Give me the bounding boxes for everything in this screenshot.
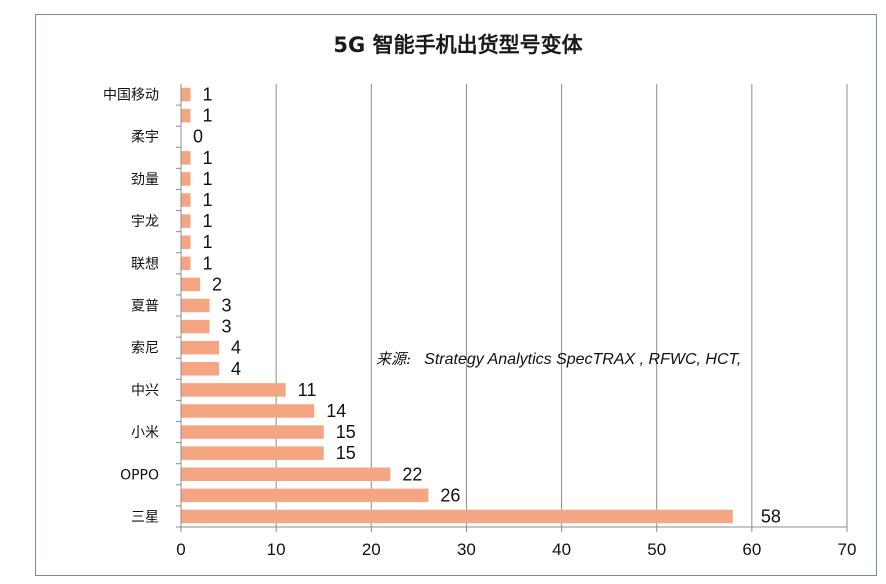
bar xyxy=(181,404,315,418)
bar xyxy=(181,467,391,482)
data-label: 1 xyxy=(203,85,213,105)
data-label: 1 xyxy=(203,253,213,273)
data-label: 2 xyxy=(212,274,222,294)
x-tick-label: 50 xyxy=(647,540,666,559)
y-tick-label: 联想 xyxy=(131,256,159,272)
data-label: 1 xyxy=(203,211,213,231)
source-text: Strategy Analytics SpecTRAX , RFWC, HCT, xyxy=(424,351,741,368)
y-tick-label: 中兴 xyxy=(131,383,159,399)
data-label: 1 xyxy=(203,169,213,189)
x-tick-label: 20 xyxy=(362,540,381,559)
bar xyxy=(181,214,191,228)
source-label: 来源: xyxy=(376,350,411,368)
data-label: 15 xyxy=(336,443,356,463)
data-label: 15 xyxy=(336,422,356,442)
bar xyxy=(181,509,733,524)
bar xyxy=(181,488,429,503)
data-label: 1 xyxy=(203,148,213,168)
data-label: 22 xyxy=(402,464,422,484)
data-label: 1 xyxy=(203,190,213,210)
bar xyxy=(181,340,220,355)
bar xyxy=(181,193,191,207)
data-label: 14 xyxy=(326,401,346,421)
y-tick-label: 三星 xyxy=(131,509,159,525)
x-tick-label: 0 xyxy=(176,540,185,559)
data-label: 4 xyxy=(231,359,241,379)
data-label: 0 xyxy=(193,127,203,147)
bar xyxy=(181,87,191,102)
data-label: 1 xyxy=(203,232,213,252)
source-annotation: 来源: Strategy Analytics SpecTRAX , RFWC, … xyxy=(376,349,741,368)
x-tick-label: 70 xyxy=(838,540,857,559)
data-label: 26 xyxy=(440,485,460,505)
bar xyxy=(181,383,286,397)
bars xyxy=(181,87,733,524)
bar xyxy=(181,362,220,376)
y-tick-label: 宇龙 xyxy=(131,214,159,230)
y-axis-tick-labels: 三星 OPPO 小米 中兴 索尼 夏普 联想 宇龙 劲量 柔宇 中国移动 xyxy=(103,88,159,526)
bar xyxy=(181,108,191,123)
y-tick-label: 中国移动 xyxy=(103,88,159,104)
x-tick-label: 40 xyxy=(552,540,571,559)
y-tick-label: 小米 xyxy=(131,425,159,441)
bar xyxy=(181,446,324,460)
chart-frame xyxy=(35,14,877,576)
y-tick-label: 夏普 xyxy=(131,299,159,315)
bar xyxy=(181,298,210,313)
bar xyxy=(181,256,191,271)
y-tick-label: 劲量 xyxy=(131,172,159,188)
gridlines xyxy=(176,84,848,532)
bar xyxy=(181,277,201,292)
x-tick-label: 10 xyxy=(267,540,286,559)
x-tick-label: 30 xyxy=(457,540,476,559)
x-axis-tick-labels: 0 10 20 30 40 50 60 70 xyxy=(176,540,856,559)
bar xyxy=(181,319,210,334)
chart-title: 5G 智能手机出货型号变体 xyxy=(333,33,583,57)
data-label: 58 xyxy=(761,506,781,526)
data-label: 4 xyxy=(231,338,241,358)
bar xyxy=(181,172,191,186)
y-tick-label: 柔宇 xyxy=(131,130,159,146)
data-label: 1 xyxy=(203,106,213,126)
x-tick-label: 60 xyxy=(742,540,761,559)
y-tick-label: 索尼 xyxy=(131,340,159,357)
bar xyxy=(181,235,191,249)
bar xyxy=(181,151,191,165)
data-label: 3 xyxy=(222,317,232,337)
data-label: 3 xyxy=(222,296,232,316)
y-tick-label: OPPO xyxy=(120,467,159,483)
bar xyxy=(181,425,324,439)
data-label: 11 xyxy=(298,380,317,400)
